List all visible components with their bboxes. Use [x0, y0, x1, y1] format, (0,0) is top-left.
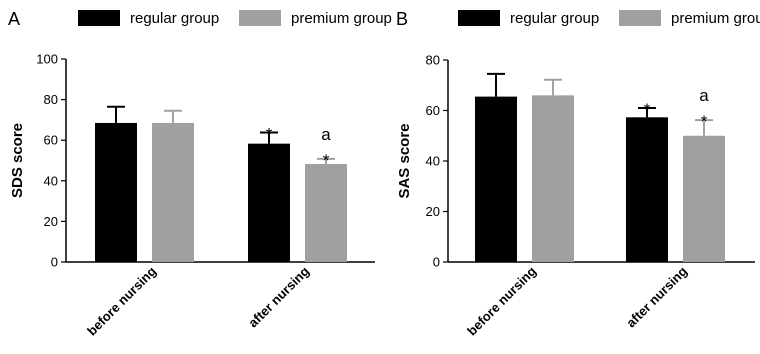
y-tick-label: 60 — [44, 133, 58, 148]
y-tick-label: 100 — [36, 52, 58, 67]
bar — [475, 96, 517, 262]
legend-swatch — [458, 10, 500, 26]
y-tick-label: 0 — [51, 255, 58, 270]
x-category-label: after nursing — [245, 263, 312, 330]
bar — [152, 122, 194, 262]
significance-letter: a — [321, 125, 331, 144]
y-tick-label: 80 — [44, 92, 58, 107]
legend-swatch — [619, 10, 661, 26]
legend-entry-label: regular group — [130, 10, 219, 27]
y-axis-title: SAS score — [396, 123, 413, 198]
bar — [532, 95, 574, 262]
bar — [305, 163, 347, 262]
panel-label: B — [396, 9, 408, 29]
legend-entry-label: premium group — [291, 10, 392, 27]
bar — [683, 135, 725, 262]
panel-label: A — [8, 9, 20, 29]
significance-star: * — [323, 151, 330, 170]
y-axis-title: SDS score — [9, 123, 26, 198]
legend-entry-label: regular group — [510, 10, 599, 27]
x-category-label: before nursing — [84, 263, 159, 338]
y-tick-label: 0 — [433, 255, 440, 270]
bar — [95, 122, 137, 262]
bar — [248, 143, 290, 262]
y-tick-label: 40 — [426, 154, 440, 169]
legend-entry-label: premium group — [671, 10, 760, 27]
y-tick-label: 20 — [426, 204, 440, 219]
significance-letter: a — [699, 86, 709, 105]
y-tick-label: 20 — [44, 214, 58, 229]
x-category-label: before nursing — [464, 263, 539, 338]
bar — [626, 117, 668, 262]
y-tick-label: 40 — [44, 173, 58, 188]
significance-star: * — [644, 100, 651, 119]
y-tick-label: 80 — [426, 53, 440, 68]
y-tick-label: 60 — [426, 103, 440, 118]
legend-swatch — [239, 10, 281, 26]
x-category-label: after nursing — [623, 263, 690, 330]
significance-star: * — [701, 112, 708, 131]
legend-swatch — [78, 10, 120, 26]
significance-star: * — [266, 124, 273, 143]
